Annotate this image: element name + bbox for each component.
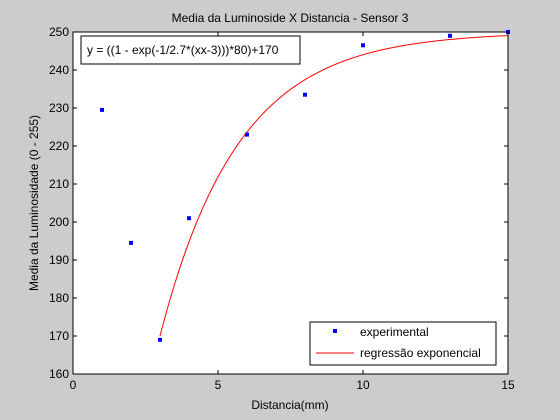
equation-annotation: y = ((1 - exp(-1/2.7*(xx-3)))*80)+170 [80, 35, 301, 65]
y-tick-label: 220 [49, 139, 69, 153]
y-axis-label: Media da Luminosidade (0 - 255) [27, 115, 41, 291]
legend: experimental regressão exponencial [309, 321, 497, 366]
chart-marks [100, 30, 510, 342]
legend-marker-experimental [333, 329, 337, 333]
data-point [187, 216, 191, 221]
legend-box [309, 321, 497, 366]
regression-line [159, 35, 509, 337]
legend-label-regression: regressão exponencial [360, 346, 481, 360]
x-tick-label: 5 [215, 378, 222, 392]
data-point [100, 107, 104, 112]
data-point [361, 43, 365, 48]
data-point [245, 132, 249, 137]
annotation-text: y = ((1 - exp(-1/2.7*(xx-3)))*80)+170 [87, 43, 279, 57]
y-tick-label: 210 [49, 177, 69, 191]
y-tick-label: 200 [49, 215, 69, 229]
x-tick-label: 15 [501, 378, 515, 392]
y-tick-label: 170 [49, 329, 69, 343]
data-point [158, 337, 162, 342]
axis-ticks: 0 5 10 15 160 170 180 190 200 210 220 230 240 250 [49, 25, 515, 392]
y-tick-label: 250 [49, 25, 69, 39]
y-tick-label: 160 [49, 367, 69, 381]
y-tick-label: 240 [49, 63, 69, 77]
legend-label-experimental: experimental [360, 325, 429, 339]
data-point [129, 240, 133, 245]
y-tick-label: 190 [49, 253, 69, 267]
chart-title: Media da Luminoside X Distancia - Sensor… [172, 11, 409, 25]
data-point [448, 33, 452, 38]
x-tick-label: 10 [356, 378, 370, 392]
annotation-box [80, 35, 301, 65]
y-tick-label: 230 [49, 101, 69, 115]
x-tick-label: 0 [70, 378, 77, 392]
x-axis-label: Distancia(mm) [251, 398, 328, 412]
y-tick-label: 180 [49, 291, 69, 305]
data-point [303, 92, 307, 97]
plot-frame [72, 31, 509, 375]
